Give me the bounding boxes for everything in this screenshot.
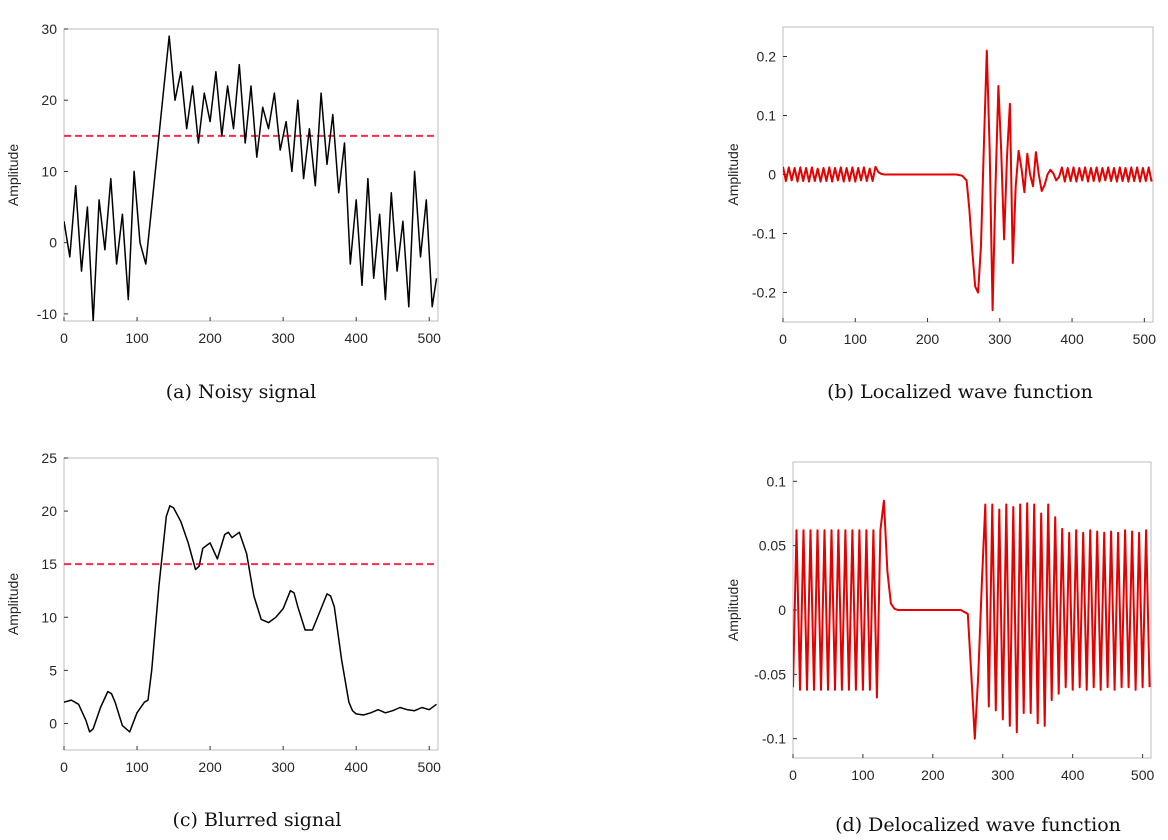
chart-b-caption: (b) Localized wave function	[827, 381, 1093, 403]
chart-d-ytick-label: -0.05	[754, 666, 786, 682]
chart-a-ytick-label: 30	[41, 21, 57, 37]
chart-d-ylabel: Amplitude	[725, 579, 741, 641]
chart-d-xtick-label: 0	[789, 767, 797, 783]
chart-c-ytick-label: 5	[49, 662, 57, 678]
chart-d-caption: (d) Delocalized wave function	[835, 814, 1121, 836]
chart-c-ytick-label: 0	[49, 715, 57, 731]
chart-b-ytick-label: -0.2	[752, 285, 776, 301]
chart-c-series-line	[64, 505, 437, 733]
chart-c-xtick-label: 0	[60, 759, 68, 775]
chart-c-xtick-label: 300	[271, 759, 295, 775]
chart-d-xtick-label: 200	[921, 767, 945, 783]
chart-c-xtick-label: 400	[345, 759, 369, 775]
chart-c-ytick-label: 25	[41, 450, 57, 466]
chart-a-xtick-label: 100	[125, 330, 149, 346]
chart-a-ytick-label: -10	[37, 306, 57, 322]
chart-b-ytick-label: -0.1	[752, 226, 776, 242]
chart-b-xtick-label: 200	[916, 331, 940, 347]
chart-a-xtick-label: 0	[60, 330, 68, 346]
chart-c-xtick-label: 500	[418, 759, 442, 775]
chart-b-ytick-label: 0	[768, 167, 776, 183]
chart-a-xtick-label: 500	[418, 330, 442, 346]
chart-a-series-line	[64, 35, 438, 321]
chart-b-xtick-label: 100	[844, 331, 868, 347]
chart-d-ytick-label: 0	[778, 602, 786, 618]
chart-c-plot-area	[63, 457, 439, 751]
chart-b-xtick-label: 500	[1133, 331, 1157, 347]
chart-c-xtick-label: 100	[125, 759, 149, 775]
chart-c-caption: (c) Blurred signal	[172, 809, 341, 831]
chart-a-ytick-label: 20	[41, 92, 57, 108]
chart-b-ytick-label: 0.2	[757, 49, 777, 65]
chart-c-ytick-label: 20	[41, 503, 57, 519]
chart-b-ytick-label: 0.1	[757, 108, 777, 124]
chart-d-series-line	[793, 499, 1151, 740]
chart-b-xtick-label: 0	[779, 331, 787, 347]
chart-c-xtick-label: 200	[198, 759, 222, 775]
chart-d-ytick-label: 0.1	[767, 473, 787, 489]
chart-d-ytick-label: 0.05	[759, 538, 786, 554]
chart-d: 0 100 200 300 400 500 -0.1 -0.05 0 0.05 0.1 Amplitu…	[725, 461, 1155, 836]
chart-c: 0 100 200 300 400 500 0 5 10 15 20 25 Amplitude (c) B…	[5, 450, 441, 831]
chart-a-xtick-label: 300	[271, 330, 295, 346]
chart-d-xtick-label: 500	[1131, 767, 1155, 783]
chart-c-ylabel: Amplitude	[5, 573, 21, 635]
chart-a-caption: (a) Noisy signal	[166, 381, 317, 403]
chart-d-xtick-label: 400	[1061, 767, 1085, 783]
chart-a-ytick-label: 10	[41, 163, 57, 179]
chart-b: 0 100 200 300 400 500 -0.2 -0.1 0 0.1 0.2 Amplitude…	[725, 26, 1157, 403]
chart-a-xtick-label: 200	[198, 330, 222, 346]
chart-a-ylabel: Amplitude	[5, 144, 21, 206]
chart-c-ytick-label: 15	[41, 556, 57, 572]
chart-a-ytick-label: 0	[49, 235, 57, 251]
chart-b-series-line	[783, 49, 1153, 312]
chart-b-ylabel: Amplitude	[725, 143, 741, 205]
chart-b-xtick-label: 300	[988, 331, 1012, 347]
chart-a-plot-area	[63, 28, 439, 322]
chart-a-xtick-label: 400	[345, 330, 369, 346]
chart-b-xtick-label: 400	[1060, 331, 1084, 347]
chart-d-ytick-label: -0.1	[762, 731, 786, 747]
chart-c-ytick-label: 10	[41, 609, 57, 625]
chart-d-xtick-label: 300	[991, 767, 1015, 783]
chart-d-xtick-label: 100	[851, 767, 875, 783]
